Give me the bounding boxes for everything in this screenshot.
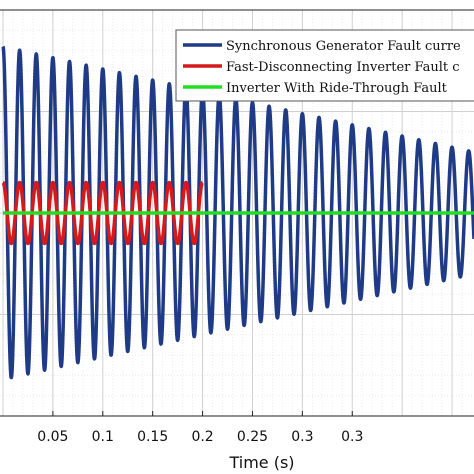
legend-box xyxy=(175,29,474,102)
series-fast-disconnecting-inverter xyxy=(1,180,205,246)
x-tick-label: 0.25 xyxy=(237,429,268,445)
x-axis-label: Time (s) xyxy=(228,453,294,472)
x-tick-label: 0.05 xyxy=(37,429,68,445)
legend: Synchronous Generator Fault curre Fast-D… xyxy=(175,29,474,102)
legend-label-synchronous-generator: Synchronous Generator Fault curre xyxy=(226,39,461,54)
x-tick-label: 0.3 xyxy=(291,429,313,445)
legend-label-ride-through-inverter: Inverter With Ride-Through Fault xyxy=(226,81,448,96)
x-tick-label: 0.1 xyxy=(92,429,114,445)
legend-label-fast-disconnecting-inverter: Fast-Disconnecting Inverter Fault c xyxy=(226,60,460,75)
axes xyxy=(0,9,474,417)
x-tick-labels: 0.05 0.1 0.15 0.2 0.25 0.3 0.3 xyxy=(37,429,363,445)
series-layer xyxy=(1,45,474,380)
x-tick-label: 0.2 xyxy=(191,429,213,445)
x-tick-label: 0.3 xyxy=(341,429,363,445)
x-tick-label: 0.15 xyxy=(137,429,168,445)
series-synchronous-generator xyxy=(1,45,474,380)
